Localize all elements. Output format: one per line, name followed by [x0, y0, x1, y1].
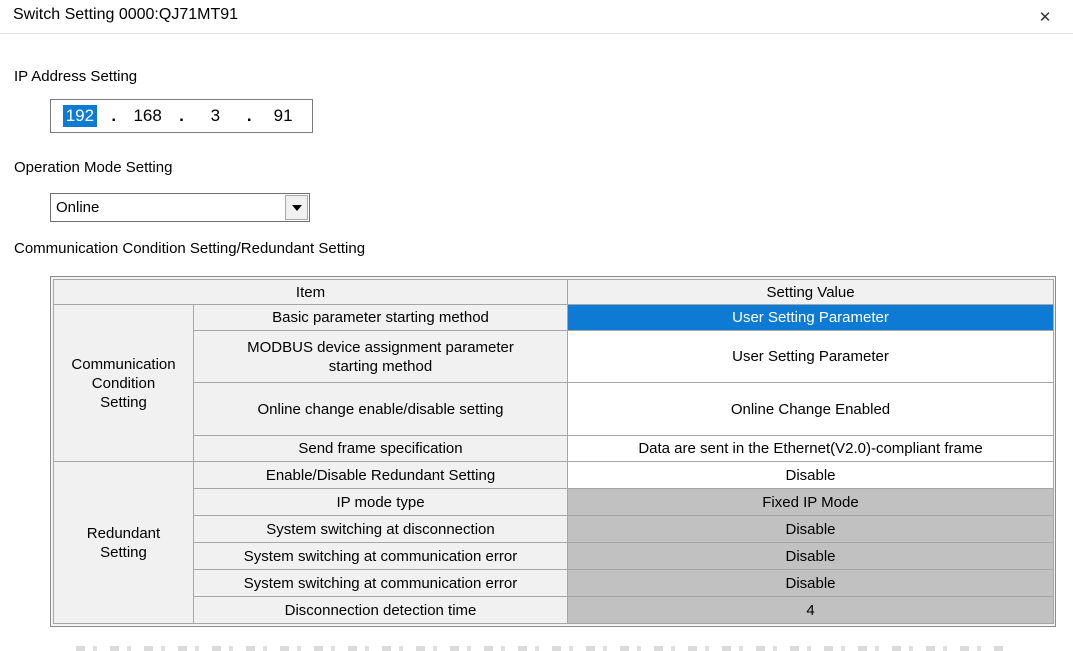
title-bar: Switch Setting 0000:QJ71MT91 ✕	[0, 0, 1073, 34]
ip-octet-2[interactable]: 168	[133, 106, 162, 125]
item-cell: Disconnection detection time	[193, 596, 568, 624]
ip-octet-4[interactable]: 91	[273, 106, 293, 125]
ip-separator: .	[111, 106, 117, 125]
item-cell: System switching at disconnection	[193, 515, 568, 543]
value-cell: 4	[567, 596, 1054, 624]
group-cell-communication-condition-setting: Communication Condition Setting	[53, 304, 194, 462]
item-cell: System switching at communication error	[193, 542, 568, 570]
settings-table: Item Setting Value Communication Conditi…	[50, 276, 1056, 627]
operation-mode-value: Online	[56, 199, 100, 216]
close-icon: ✕	[1038, 8, 1052, 26]
value-cell[interactable]: User Setting Parameter	[567, 304, 1054, 331]
item-cell: IP mode type	[193, 488, 568, 516]
ip-separator: .	[246, 106, 252, 125]
item-cell: Send frame specification	[193, 435, 568, 462]
value-cell[interactable]: Data are sent in the Ethernet(V2.0)-comp…	[567, 435, 1054, 462]
value-cell: Disable	[567, 542, 1054, 570]
value-cell[interactable]: Online Change Enabled	[567, 382, 1054, 436]
item-cell: Enable/Disable Redundant Setting	[193, 461, 568, 489]
ip-address-field[interactable]: 192 . 168 . 3 . 91	[50, 99, 313, 133]
value-cell[interactable]: Disable	[567, 461, 1054, 489]
window-title: Switch Setting 0000:QJ71MT91	[13, 6, 239, 23]
operation-mode-label: Operation Mode Setting	[14, 159, 173, 176]
value-cell: Disable	[567, 515, 1054, 543]
value-cell[interactable]: User Setting Parameter	[567, 330, 1054, 383]
item-cell: Basic parameter starting method	[193, 304, 568, 331]
item-cell: Online change enable/disable setting	[193, 382, 568, 436]
ip-separator: .	[179, 106, 184, 125]
clipped-text-fragment	[76, 646, 1011, 651]
operation-mode-select[interactable]: Online	[50, 193, 310, 222]
close-button[interactable]: ✕	[1025, 2, 1065, 31]
value-cell: Disable	[567, 569, 1054, 597]
ip-octet-1[interactable]: 192	[51, 105, 109, 127]
ip-address-label: IP Address Setting	[14, 68, 138, 85]
chevron-down-icon	[291, 204, 302, 211]
ip-octet-3[interactable]: 3	[210, 106, 221, 125]
item-cell: System switching at communication error	[193, 569, 568, 597]
item-cell: MODBUS device assignment parameter start…	[193, 330, 568, 383]
dropdown-button[interactable]	[285, 195, 308, 220]
value-cell: Fixed IP Mode	[567, 488, 1054, 516]
table-header-item: Item	[53, 279, 568, 305]
group-cell-redundant-setting: Redundant Setting	[53, 461, 194, 624]
section-label: Communication Condition Setting/Redundan…	[14, 240, 366, 257]
table-header-value: Setting Value	[567, 279, 1054, 305]
